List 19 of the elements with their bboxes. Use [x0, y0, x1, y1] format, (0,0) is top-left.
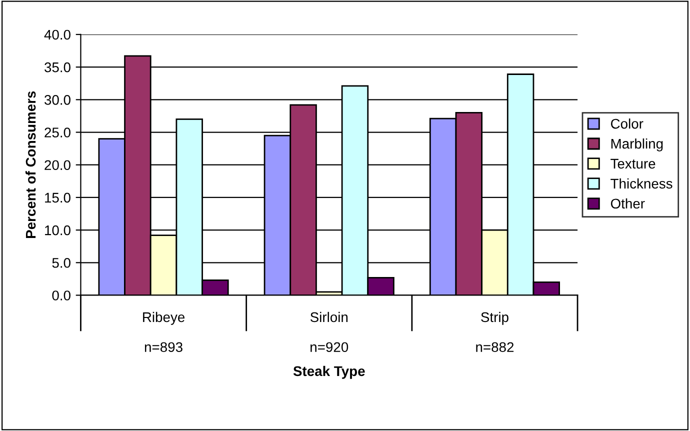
- category-label: Ribeye n=893: [143, 312, 185, 352]
- y-axis-title: Percent of Consumers: [25, 91, 36, 238]
- y-tick-label: 0.0: [52, 290, 70, 300]
- y-tick-label: 15.0: [45, 192, 70, 203]
- category-label: Sirloin n=920: [310, 312, 348, 352]
- legend-label: Color: [610, 118, 644, 129]
- y-tick-label: 20.0: [44, 160, 70, 170]
- y-tick-label: 5.0: [52, 258, 70, 268]
- y-tick-label: 40.0: [44, 30, 70, 40]
- y-tick-label: 10.0: [45, 225, 70, 236]
- x-axis-title: Steak Type: [293, 366, 365, 379]
- category-label: Strip n=882: [476, 312, 514, 352]
- legend-label: Marbling: [611, 138, 663, 152]
- y-tick-label: 25.0: [44, 128, 70, 138]
- legend-label: Other: [610, 198, 645, 209]
- y-tick-label: 30.0: [44, 95, 70, 105]
- y-tick-label: 35.0: [44, 62, 70, 72]
- legend-label: Thickness: [610, 178, 672, 189]
- legend-label: Texture: [610, 158, 656, 169]
